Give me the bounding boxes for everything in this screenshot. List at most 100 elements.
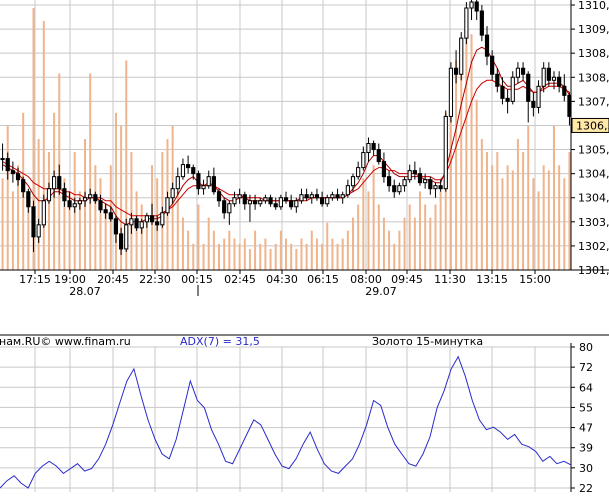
volume-bar — [228, 230, 231, 270]
candle-body-up — [325, 197, 330, 205]
candle-body-down — [268, 197, 273, 205]
volume-bar — [527, 125, 530, 271]
volume-bar — [285, 238, 288, 270]
adx-value-label: ADX(7) = 31,5 — [180, 335, 260, 348]
price-y-label: 1305,7 — [578, 144, 609, 157]
candle-body-down — [155, 221, 160, 226]
volume-bar — [176, 191, 179, 270]
candle-body-up — [361, 152, 366, 169]
candle-body-down — [283, 197, 289, 202]
volume-bar — [37, 139, 40, 270]
volume-bar — [522, 152, 525, 270]
candle-body-down — [113, 218, 119, 235]
candle-body-down — [211, 176, 216, 193]
volume-bar — [506, 165, 509, 270]
volume-bar — [439, 191, 442, 270]
volume-bar — [125, 60, 128, 271]
candle-body-up — [258, 200, 263, 205]
candle-body-down — [386, 176, 392, 187]
volume-bar — [321, 243, 324, 270]
volume-bar — [259, 243, 262, 270]
candle-body-up — [294, 200, 299, 208]
price-x-label: 00:15 — [181, 273, 213, 286]
adx-y-label: 55 — [579, 401, 593, 414]
candle-body-up — [72, 203, 77, 208]
candle-body-down — [5, 158, 10, 172]
candle-body-up — [464, 7, 469, 39]
volume-bar — [475, 99, 478, 270]
volume-bar — [114, 112, 117, 270]
candle-body-down — [26, 191, 31, 208]
candle-body-up — [309, 194, 314, 199]
candle-body-down — [93, 194, 98, 202]
candle-body-up — [160, 212, 165, 226]
candle-body-up — [541, 67, 546, 87]
candle-body-up — [366, 143, 371, 154]
volume-bar — [295, 249, 298, 270]
candle-body-up — [397, 185, 402, 193]
volume-bar — [120, 125, 123, 271]
candle-body-down — [273, 203, 278, 208]
volume-bar — [393, 243, 396, 270]
last-price-tag — [571, 117, 609, 133]
candle-body-up — [139, 221, 144, 229]
adx-y-label: 72 — [579, 361, 593, 374]
volume-bar — [372, 165, 375, 270]
instrument-title: Золото 15-минутка — [372, 335, 483, 348]
candle-body-down — [474, 1, 479, 12]
price-y-label: 1308,9 — [578, 47, 609, 60]
volume-bar — [1, 178, 4, 270]
candle-body-up — [330, 194, 335, 199]
candle-body-down — [191, 167, 196, 175]
candle-body-up — [36, 224, 41, 238]
volume-bar — [315, 238, 318, 270]
date-label: 29.07 — [365, 285, 397, 298]
adx-y-label: 47 — [579, 422, 593, 435]
candle-body-up — [350, 176, 356, 187]
volume-bar — [233, 238, 236, 270]
candle-body-down — [103, 209, 108, 214]
volume-bar — [377, 204, 380, 270]
volume-bar — [248, 249, 251, 270]
volume-bar — [305, 243, 308, 270]
candle-body-down — [392, 185, 397, 193]
volume-bar — [532, 178, 535, 270]
candle-body-down — [526, 73, 531, 102]
candle-body-down — [438, 185, 443, 190]
volume-bar — [310, 230, 313, 270]
candle-body-down — [371, 143, 376, 151]
volume-bar — [382, 217, 385, 270]
candle-body-up — [124, 224, 129, 250]
candle-body-up — [515, 67, 521, 78]
volume-bar — [501, 178, 504, 270]
volume-bar — [434, 204, 437, 270]
candle-body-down — [319, 197, 325, 205]
candle-body-down — [479, 10, 484, 36]
candle-body-down — [304, 194, 309, 199]
candle-body-down — [381, 161, 387, 178]
volume-bar — [511, 170, 514, 270]
price-y-label: 1301,7 — [578, 264, 609, 277]
candle-body-up — [407, 170, 412, 181]
copyright-label: нам.RU© www.finam.ru — [0, 335, 131, 348]
price-pane[interactable]: 1310,5 1309,7 1308,9 1308,1 1307,3 1306,5 1305… — [0, 0, 609, 336]
volume-bar — [42, 21, 45, 270]
price-x-label: 06:15 — [307, 273, 339, 286]
volume-bar — [491, 165, 494, 270]
price-x-label: 19:00 — [54, 273, 86, 286]
candle-body-up — [88, 194, 93, 199]
candle-body-up — [345, 185, 350, 196]
volume-bar — [465, 8, 468, 270]
volume-bar — [47, 152, 50, 270]
candle-body-up — [237, 194, 242, 199]
candle-body-down — [134, 218, 139, 229]
volume-bar — [218, 243, 221, 270]
candle-body-down — [242, 194, 247, 205]
price-y-label: 1307,3 — [578, 95, 609, 108]
price-x-label: 04:30 — [266, 273, 298, 286]
volume-bar — [197, 204, 200, 270]
candle-body-down — [335, 194, 340, 199]
candle-body-up — [459, 37, 464, 75]
candle-body-up — [0, 158, 5, 161]
